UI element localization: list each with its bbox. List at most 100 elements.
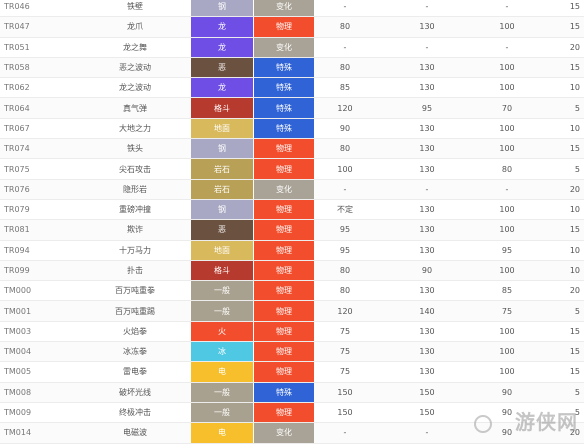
power-value: 100 [337,164,353,174]
power-value: 80 [339,22,351,32]
move-name: 龙之舞 [123,42,147,52]
accuracy-value: - [425,184,429,194]
move-number: TM004 [4,347,32,357]
move-number: TR067 [4,123,30,133]
type-badge: 电 [191,423,253,443]
gen-value: 10 [569,266,580,275]
category-badge: 变化 [254,423,314,443]
move-number: TR075 [4,164,30,174]
move-name: 铁头 [127,144,143,154]
type-badge: 火 [191,321,253,342]
gen-value: 5 [574,164,580,174]
category-badge: 物理 [254,321,314,342]
category-badge: 特殊 [254,98,314,118]
power-value: 80 [339,286,351,296]
table-row: TM014 电磁波 电变化 - - 90 20 [0,423,584,444]
table-row: TR081 欺诈 恶物理 95 130 100 15 [0,220,584,241]
accuracy-value: 150 [419,387,435,397]
move-number: TR081 [4,225,30,235]
accuracy-value: 140 [419,306,435,316]
gen-value: 15 [569,2,580,12]
power-value: 95 [339,245,351,255]
power-value: 不定 [337,205,353,215]
type-badge: 钢 [191,0,253,17]
category-badge: 特殊 [254,78,314,98]
power-value: - [343,2,347,12]
accuracy-value: 130 [419,225,435,235]
pp-value: 100 [499,205,515,215]
type-badge: 格斗 [191,260,253,281]
pp-value: - [505,2,509,12]
table-row: TM005 雷电拳 电物理 75 130 100 15 [0,362,584,383]
accuracy-value: 130 [419,205,435,215]
category-badge: 物理 [254,342,314,362]
accuracy-value: 130 [419,164,435,174]
type-badge: 恶 [191,57,253,78]
move-number: TM005 [4,367,32,377]
gen-value: 20 [569,184,580,194]
move-name: 隐形岩 [123,184,147,194]
type-badge: 龙 [191,37,253,57]
table-row: TR064 真气弹 格斗 特殊 120 95 70 5 [0,98,584,119]
gen-value: 20 [569,286,580,296]
category-badge: 特殊 [254,118,314,139]
category-badge: 物理 [254,220,314,240]
move-number: TR076 [4,184,30,194]
yx-logo-icon [474,415,492,433]
category-badge: 变化 [254,0,314,17]
pp-value: 100 [499,367,515,377]
gen-value: 15 [569,144,580,154]
category-badge: 物理 [254,159,314,179]
pp-value: 100 [499,266,515,275]
move-name: 百万吨重拳 [115,286,155,296]
table-row: TR047 龙爪 龙物理 80 130 100 15 [0,17,584,38]
pp-value: 100 [499,123,515,133]
move-name: 龙爪 [127,22,143,32]
power-value: 80 [339,63,351,73]
power-value: 120 [337,306,353,316]
category-badge: 物理 [254,281,314,301]
move-name: 百万吨重踢 [115,306,155,316]
move-number: TM000 [4,286,32,296]
pp-value: 100 [499,225,515,235]
accuracy-value: 150 [419,408,435,418]
gen-value: 15 [569,367,580,377]
accuracy-value: 130 [419,286,435,296]
type-badge: 格斗 [191,98,253,118]
move-name: 尖石攻击 [119,164,151,174]
power-value: 85 [339,83,351,93]
accuracy-value: 130 [419,347,435,357]
pp-value: 100 [499,83,515,93]
gen-value: 15 [569,63,580,73]
gen-value: 20 [569,42,580,52]
type-badge: 冰 [191,342,253,362]
category-badge: 变化 [254,179,314,199]
table-row: TR051 龙之舞 龙变化 - - - 20 [0,37,584,58]
type-badge: 岩石 [191,179,253,199]
pp-value: 70 [501,103,513,113]
table-row: TM008 破坏光线 一般 特殊 150 150 90 5 [0,382,584,403]
type-badge: 龙 [191,17,253,37]
table-row: TR046 铁壁 钢变化 - - - 15 [0,0,584,18]
move-name: 扑击 [127,266,143,275]
power-value: 95 [339,225,351,235]
accuracy-value: 130 [419,326,435,336]
gen-value: 20 [569,428,580,438]
move-name: 冰冻拳 [123,347,147,357]
gen-value: 10 [569,123,580,133]
pp-value: 90 [501,408,513,418]
table-row: TM004 冰冻拳 冰物理 75 130 100 15 [0,342,584,363]
power-value: - [343,42,347,52]
pp-value: 80 [501,164,513,174]
category-badge: 变化 [254,37,314,57]
move-name: 欺诈 [127,225,143,235]
category-badge: 物理 [254,301,314,321]
move-name: 铁壁 [127,2,143,12]
move-number: TR046 [4,2,30,12]
pp-value: 95 [501,245,513,255]
table-row: TR074 铁头 钢物理 80 130 100 15 [0,139,584,160]
move-number: TR047 [4,22,30,32]
move-name: 重磅冲撞 [119,205,151,215]
accuracy-value: 90 [421,266,433,275]
